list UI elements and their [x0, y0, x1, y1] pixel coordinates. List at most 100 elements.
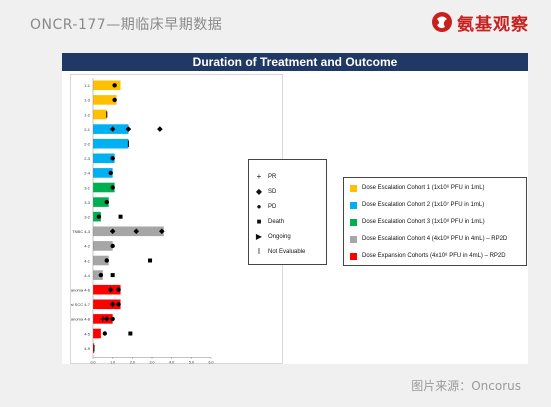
legend-label: PD: [268, 204, 277, 210]
cohort-legend-item: Dose Escalation Cohort 2 (1x10⁷ PFU in 1…: [350, 199, 484, 211]
pd-marker: [112, 97, 117, 103]
duration-bar: [93, 80, 121, 91]
legend-item-not-evaluable: I Not Evaluable: [255, 247, 305, 257]
patient-label: 2-3: [84, 156, 91, 161]
cohort-legend-item: Dose Escalation Cohort 4 (4x10⁸ PFU in 4…: [350, 233, 507, 245]
pd-marker: [104, 199, 109, 205]
not-evaluable-marker: [127, 140, 129, 147]
death-marker: [128, 331, 133, 336]
square-icon: ■: [256, 217, 262, 226]
patient-label: 1-2: [84, 112, 91, 117]
legend-item-pd: ● PD: [255, 202, 277, 212]
duration-bar: [93, 182, 115, 193]
pd-marker: [108, 170, 113, 176]
pd-marker: [104, 258, 109, 263]
sd-marker: [109, 301, 116, 308]
legend-item-death: ■ Death: [255, 217, 284, 227]
cohort-swatch: [350, 184, 357, 192]
cohort-swatch: [350, 235, 357, 243]
patient-label: 4-9: [84, 346, 91, 351]
duration-bar: [93, 299, 121, 310]
sd-marker: [109, 228, 116, 235]
duration-bar: [93, 255, 109, 266]
legend-label: Ongoing: [268, 234, 291, 240]
cohort-swatch: [350, 252, 357, 260]
patient-label: 2-4: [84, 171, 91, 176]
cohort-label: Dose Escalation Cohort 1 (1x10⁶ PFU in 1…: [362, 185, 485, 191]
not-evaluable-marker: [93, 344, 95, 352]
duration-bar: [93, 197, 109, 207]
duration-bar: [93, 168, 113, 178]
death-marker: [118, 214, 123, 219]
cohort-label: Dose Expansion Cohorts (4x10⁸ PFU in 4mL…: [362, 253, 506, 259]
x-tick-label: 4.0: [169, 360, 174, 364]
patient-label: 4-2: [84, 244, 91, 249]
patient-label: Melanoma 4-6: [71, 288, 91, 293]
sd-marker: [107, 286, 114, 293]
x-tick-label: 2.0: [130, 360, 135, 364]
pd-marker: [98, 272, 104, 278]
sd-marker: [157, 126, 163, 132]
cohort-swatch: [350, 218, 357, 226]
patient-label: 3-3: [84, 200, 91, 205]
cohort-legend-item: Dose Escalation Cohort 3 (1x10⁸ PFU in 1…: [350, 216, 485, 228]
legend-label: SD: [268, 189, 277, 195]
swimmer-chart: 1-1 1-3 1-2 2-1 2-2 2-3 2-4 3-1 3-3 3-2 TNBC 4-3 4-…: [71, 78, 214, 364]
image-source: 图片来源：Oncorus: [411, 379, 521, 393]
patient-label: TNBC 4-3: [72, 229, 91, 234]
cohort-swatch: [350, 201, 357, 209]
death-marker: [110, 273, 115, 278]
duration-bar: [93, 153, 115, 164]
x-tick-label: 5.0: [189, 360, 194, 364]
legend-item-ongoing: ▶ Ongoing: [255, 232, 291, 242]
cohort-legend-item: Dose Escalation Cohort 1 (1x10⁶ PFU in 1…: [350, 182, 485, 194]
cohort-label: Dose Escalation Cohort 4 (4x10⁸ PFU in 4…: [362, 236, 508, 242]
response-legend: + PR ◆ SD ● PD ■ Death ▶ Ongoing I Not Evaluable: [248, 159, 327, 265]
sd-marker: [159, 228, 165, 235]
patient-label: 2-2: [84, 142, 91, 147]
patient-label: 4-1: [84, 258, 91, 263]
circle-icon: ●: [256, 202, 262, 211]
x-tick-label: 1.0: [110, 360, 115, 364]
document-title: ONCR-177—期临床早期数据: [30, 17, 223, 33]
legend-label: PR: [268, 174, 277, 180]
brand-logo-icon: [432, 12, 452, 32]
patient-label: Oropharyngeal SCC 4-7: [71, 302, 91, 307]
patient-label: Melanoma 4-8: [71, 317, 91, 322]
duration-bar: [93, 138, 129, 149]
patient-label: 4-5: [84, 331, 91, 336]
cohort-label: Dose Escalation Cohort 2 (1x10⁷ PFU in 1…: [362, 202, 485, 208]
patient-label: 4-4: [84, 273, 91, 278]
cohort-label: Dose Escalation Cohort 3 (1x10⁸ PFU in 1…: [362, 219, 485, 225]
legend-item-sd: ◆ SD: [255, 187, 276, 197]
pd-marker: [112, 83, 117, 88]
diamond-icon: ◆: [255, 187, 263, 196]
duration-bar: [93, 328, 101, 339]
cohort-legend-item: Dose Expansion Cohorts (4x10⁸ PFU in 4mL…: [350, 250, 506, 262]
patient-label: 1-1: [84, 83, 91, 88]
brand-name: 氨基观察: [457, 14, 529, 35]
patient-label: 2-1: [84, 127, 91, 132]
pd-marker: [102, 331, 107, 336]
brand: 氨基观察: [431, 10, 529, 35]
duration-bar: [93, 270, 103, 280]
duration-bar: [93, 95, 117, 105]
pd-marker: [116, 302, 121, 307]
pd-marker: [110, 243, 115, 249]
pd-marker: [110, 185, 115, 190]
legend-label: Not Evaluable: [268, 249, 306, 255]
slide-title: Duration of Treatment and Outcome: [62, 53, 528, 71]
x-tick-label: 3.0: [150, 360, 155, 364]
patient-label: 1-3: [84, 98, 91, 103]
duration-bar: [93, 241, 113, 251]
sd-marker: [103, 316, 110, 322]
x-tick-label: 0.0: [91, 360, 96, 364]
duration-bar: [93, 284, 121, 295]
pd-marker: [110, 156, 115, 161]
pd-marker: [116, 287, 121, 292]
plus-icon: +: [256, 172, 262, 181]
top-bar: ONCR-177—期临床早期数据 氨基观察: [0, 0, 551, 42]
slide: Duration of Treatment and Outcome 1-1 1-3…: [62, 53, 528, 364]
patient-label: 3-1: [84, 185, 91, 190]
not-evaluable-marker: [106, 111, 108, 118]
